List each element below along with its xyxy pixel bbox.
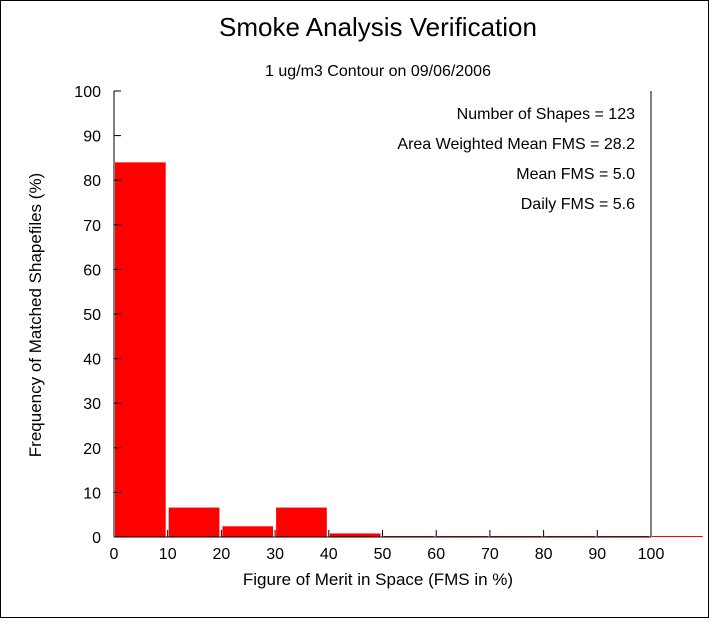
x-tick-label: 0 bbox=[110, 546, 119, 563]
stats-annotation-1: Area Weighted Mean FMS = 28.2 bbox=[397, 136, 635, 153]
y-tick-label: 70 bbox=[83, 218, 101, 235]
annotations-group: Number of Shapes = 123 Area Weighted Mean… bbox=[397, 106, 635, 213]
x-tick-label: 90 bbox=[588, 546, 606, 563]
y-tick-label: 60 bbox=[83, 262, 101, 279]
histogram-bar-0 bbox=[115, 162, 166, 538]
x-tick-label: 40 bbox=[320, 546, 338, 563]
stats-annotation-3: Daily FMS = 5.6 bbox=[521, 196, 635, 213]
x-tick-label: 70 bbox=[481, 546, 499, 563]
x-tick-label: 30 bbox=[266, 546, 284, 563]
y-axis-label: Frequency of Matched Shapefiles (%) bbox=[26, 173, 45, 457]
y-tick-label: 80 bbox=[83, 173, 101, 190]
stats-annotation-0: Number of Shapes = 123 bbox=[457, 106, 635, 123]
y-tick-label: 0 bbox=[92, 530, 101, 547]
y-tick-label: 90 bbox=[83, 129, 101, 146]
x-tick-label: 80 bbox=[535, 546, 553, 563]
histogram-bar-4 bbox=[329, 533, 381, 537]
chart-subtitle: 1 ug/m3 Contour on 09/06/2006 bbox=[265, 63, 491, 80]
y-tick-label: 100 bbox=[74, 84, 101, 101]
x-tick-label: 60 bbox=[427, 546, 445, 563]
x-tick-label: 50 bbox=[374, 546, 392, 563]
y-tick-label: 10 bbox=[83, 485, 101, 502]
x-tick-label: 10 bbox=[159, 546, 177, 563]
x-tick-label: 100 bbox=[638, 546, 665, 563]
histogram-bar-1 bbox=[168, 507, 220, 537]
bars-group bbox=[115, 162, 703, 538]
histogram-bar-2 bbox=[222, 526, 274, 537]
axes-group: 0 10 20 30 40 50 60 70 80 90 100 0 10 20 30 40 50 60 70 80 9… bbox=[74, 84, 664, 563]
chart-title: Smoke Analysis Verification bbox=[219, 12, 537, 42]
y-tick-label: 30 bbox=[83, 396, 101, 413]
y-tick-label: 20 bbox=[83, 441, 101, 458]
y-tick-label: 50 bbox=[83, 307, 101, 324]
histogram-bar-3 bbox=[276, 507, 327, 537]
stats-annotation-2: Mean FMS = 5.0 bbox=[516, 166, 635, 183]
y-tick-label: 40 bbox=[83, 352, 101, 369]
x-axis-label: Figure of Merit in Space (FMS in %) bbox=[243, 570, 513, 589]
x-tick-label: 20 bbox=[213, 546, 231, 563]
histogram-bar-10 bbox=[652, 536, 703, 537]
